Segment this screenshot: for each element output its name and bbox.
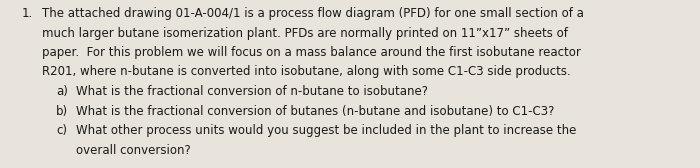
Text: 1.: 1.: [22, 7, 34, 20]
Text: c): c): [56, 124, 67, 137]
Text: paper.  For this problem we will focus on a mass balance around the first isobut: paper. For this problem we will focus on…: [42, 46, 581, 59]
Text: What is the fractional conversion of butanes (n-butane and isobutane) to C1-C3?: What is the fractional conversion of but…: [76, 104, 554, 117]
Text: What other process units would you suggest be included in the plant to increase : What other process units would you sugge…: [76, 124, 576, 137]
Text: The attached drawing 01-A-004/1 is a process flow diagram (PFD) for one small se: The attached drawing 01-A-004/1 is a pro…: [42, 7, 584, 20]
Text: R201, where n-butane is converted into isobutane, along with some C1-C3 side pro: R201, where n-butane is converted into i…: [42, 66, 570, 78]
Text: What is the fractional conversion of n-butane to isobutane?: What is the fractional conversion of n-b…: [76, 85, 428, 98]
Text: overall conversion?: overall conversion?: [76, 143, 190, 157]
Text: b): b): [56, 104, 68, 117]
Text: a): a): [56, 85, 68, 98]
Text: much larger butane isomerization plant. PFDs are normally printed on 11”x17” she: much larger butane isomerization plant. …: [42, 27, 568, 39]
